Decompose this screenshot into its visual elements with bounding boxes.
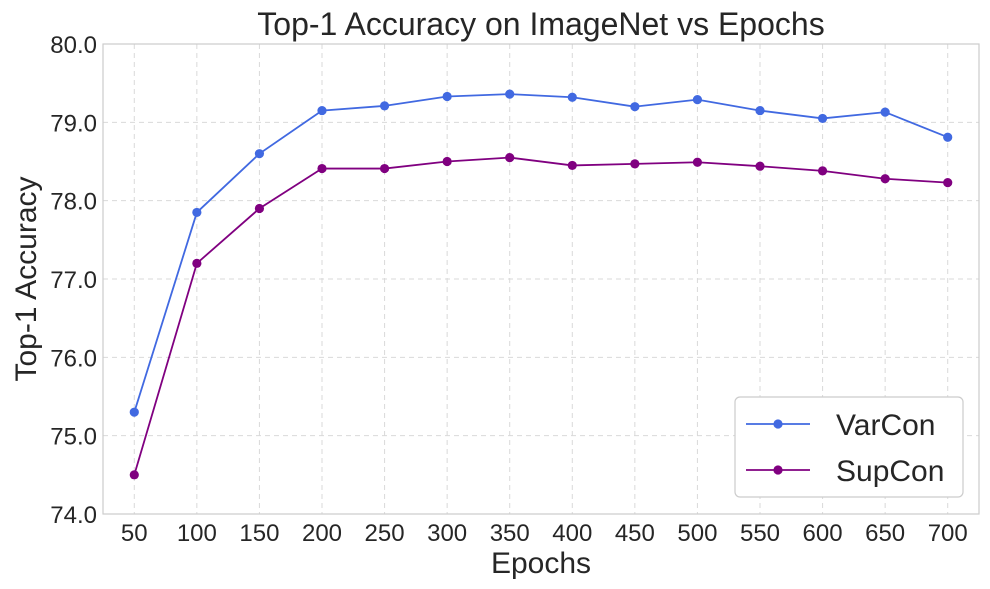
data-point <box>755 161 765 171</box>
series-varcon <box>129 89 953 417</box>
data-point <box>317 163 327 174</box>
x-tick-label: 550 <box>740 520 780 547</box>
x-tick-label: 150 <box>239 520 279 547</box>
data-point <box>567 160 577 171</box>
y-tick-label: 78.0 <box>50 189 97 216</box>
y-tick-label: 75.0 <box>50 424 97 451</box>
data-point <box>442 91 452 102</box>
data-point <box>254 203 265 214</box>
data-point <box>880 107 890 117</box>
legend-label: VarCon <box>836 409 936 442</box>
data-point <box>692 95 703 105</box>
series-supcon <box>129 152 953 480</box>
data-point <box>129 470 139 480</box>
data-point <box>630 102 640 112</box>
data-point <box>943 132 953 142</box>
series-layer <box>129 89 953 480</box>
x-tick-label: 350 <box>490 520 530 547</box>
data-point <box>817 113 828 124</box>
x-tick-label: 50 <box>121 520 148 547</box>
data-point <box>817 166 828 176</box>
series-line <box>133 93 949 413</box>
data-point <box>254 149 265 159</box>
data-point <box>755 105 765 116</box>
data-point <box>505 89 515 99</box>
legend-marker <box>773 419 783 429</box>
x-tick-label: 700 <box>928 520 968 547</box>
x-tick-label: 250 <box>365 520 405 547</box>
data-point <box>442 156 452 167</box>
data-point <box>943 178 953 188</box>
data-point <box>379 101 390 111</box>
y-tick-label: 74.0 <box>50 502 97 529</box>
data-point <box>880 174 890 184</box>
data-point <box>505 152 515 163</box>
y-tick-label: 77.0 <box>50 267 97 294</box>
x-tick-label: 600 <box>803 520 843 547</box>
x-tick-label: 400 <box>552 520 592 547</box>
x-tick-label: 450 <box>615 520 655 547</box>
data-point <box>192 207 202 218</box>
plot-frame <box>102 43 980 515</box>
x-tick-label: 650 <box>865 520 905 547</box>
data-point <box>317 105 327 116</box>
data-point <box>692 157 703 167</box>
legend-box <box>734 396 964 498</box>
x-tick-label: 500 <box>677 520 717 547</box>
y-tick-label: 80.0 <box>50 32 97 59</box>
x-axis-label: Epochs <box>491 547 591 580</box>
data-point <box>379 163 390 174</box>
x-tick-label: 100 <box>177 520 217 547</box>
y-tick-labels: 74.0 75.0 76.0 77.0 78.0 79.0 80.0 <box>50 32 97 529</box>
legend-marker <box>773 465 783 475</box>
y-tick-label: 76.0 <box>50 345 97 372</box>
series-line <box>133 156 948 476</box>
y-tick-label: 79.0 <box>50 110 97 137</box>
data-point <box>129 407 139 417</box>
x-tick-label: 200 <box>302 520 342 547</box>
data-point <box>192 258 202 268</box>
legend: VarCon SupCon <box>734 396 964 498</box>
data-point <box>567 92 577 102</box>
x-tick-label: 300 <box>427 520 467 547</box>
data-point <box>630 159 640 169</box>
legend-label: SupCon <box>836 455 944 488</box>
chart-title: Top-1 Accuracy on ImageNet vs Epochs <box>257 6 824 42</box>
x-tick-labels: 50 100 150 200 250 300 350 400 450 500 550 600 650 70… <box>121 520 968 547</box>
y-axis-label: Top-1 Accuracy <box>10 176 43 381</box>
